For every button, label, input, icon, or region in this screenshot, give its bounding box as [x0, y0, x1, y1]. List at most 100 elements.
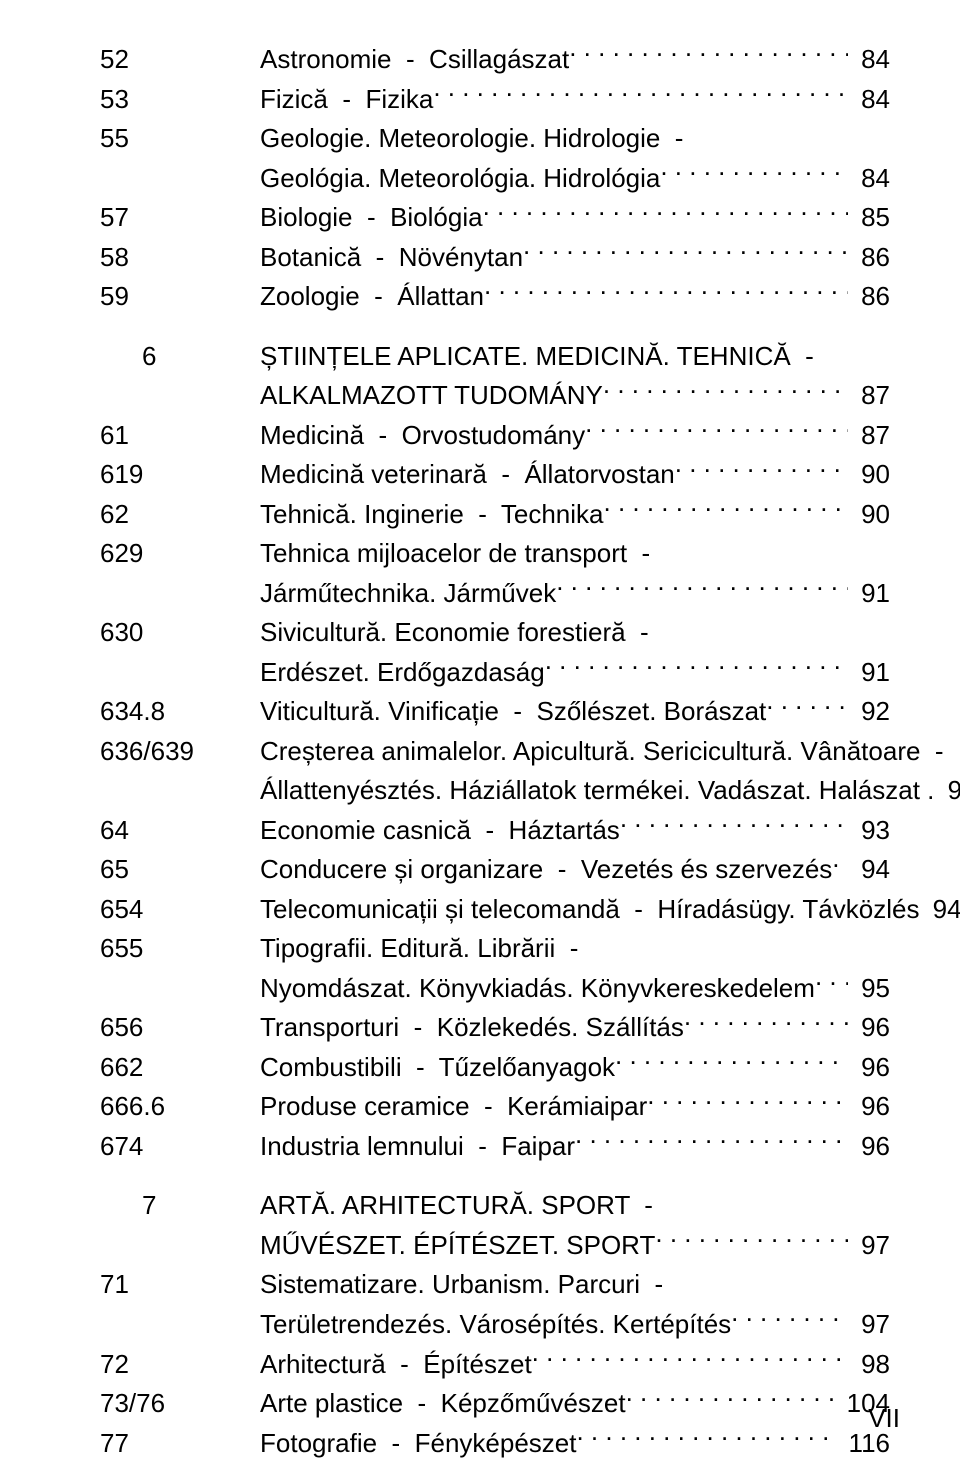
toc-code: 674: [100, 1127, 260, 1167]
toc-title: Arhitectură - Építészet: [260, 1345, 532, 1385]
dot-leader: [603, 378, 848, 404]
toc-title: Járműtechnika. Járművek: [260, 574, 556, 614]
toc-code: 77: [100, 1424, 260, 1464]
toc-row: 77Fotografie - Fényképészet 116: [100, 1424, 890, 1464]
dot-leader: [766, 694, 848, 720]
dot-leader: [647, 1089, 848, 1115]
toc-code: 619: [100, 455, 260, 495]
dot-leader: [626, 1386, 834, 1412]
toc-title: Tehnica mijloacelor de transport -: [260, 534, 650, 574]
toc-page-num: 85: [848, 198, 890, 238]
toc-row: 662Combustibili - Tűzelőanyagok 96: [100, 1048, 890, 1088]
toc-code: 57: [100, 198, 260, 238]
toc-row: 654Telecomunicații și telecomandă - Híra…: [100, 890, 890, 930]
toc-page-num: 91: [848, 653, 890, 693]
dot-leader: [532, 1347, 848, 1373]
toc-row: 64Economie casnică - Háztartás 93: [100, 811, 890, 851]
dot-leader: [615, 1050, 848, 1076]
toc-row: 7ARTĂ. ARHITECTURĂ. SPORT -: [100, 1186, 890, 1226]
toc-code: 654: [100, 890, 260, 930]
toc-page-num: 84: [848, 80, 890, 120]
toc-title: Economie casnică - Háztartás: [260, 811, 620, 851]
toc-page: 52Astronomie - Csillagászat 8453Fizică -…: [0, 0, 960, 1469]
toc-row: Nyomdászat. Könyvkiadás. Könyvkereskedel…: [100, 969, 890, 1009]
dot-leader: [675, 457, 848, 483]
toc-row: 71Sistematizare. Urbanism. Parcuri -: [100, 1265, 890, 1305]
toc-title: Creșterea animalelor. Apicultură. Serici…: [260, 732, 944, 772]
toc-page-num: 97: [848, 1226, 890, 1266]
toc-row: 630Sivicultură. Economie forestieră -: [100, 613, 890, 653]
toc-code: 58: [100, 238, 260, 278]
toc-code: 666.6: [100, 1087, 260, 1127]
toc-page-num: 95: [848, 969, 890, 1009]
dot-leader: [731, 1307, 848, 1333]
toc-code: 7: [100, 1186, 260, 1226]
toc-code: 662: [100, 1048, 260, 1088]
toc-page-num: 94: [848, 850, 890, 890]
toc-code: 636/639: [100, 732, 260, 772]
toc-page-num: 96: [848, 1087, 890, 1127]
toc-code: 656: [100, 1008, 260, 1048]
toc-title: Sivicultură. Economie forestieră -: [260, 613, 649, 653]
toc-title: Produse ceramice - Kerámiaipar: [260, 1087, 647, 1127]
toc-page-num: 84: [848, 40, 890, 80]
dot-leader: [556, 576, 848, 602]
toc-row: Állattenyésztés. Háziállatok termékei. V…: [100, 771, 890, 811]
toc-row: 65Conducere și organizare - Vezetés és s…: [100, 850, 890, 890]
dot-leader: [484, 279, 848, 305]
dot-leader: [576, 1426, 835, 1452]
toc-code: 62: [100, 495, 260, 535]
toc-page-num: 90: [848, 495, 890, 535]
toc-row: 52Astronomie - Csillagászat 84: [100, 40, 890, 80]
toc-title: Botanică - Növénytan: [260, 238, 523, 278]
toc-row: MŰVÉSZET. ÉPÍTÉSZET. SPORT 97: [100, 1226, 890, 1266]
toc-title: Tehnică. Inginerie - Technika: [260, 495, 604, 535]
dot-leader: [433, 82, 848, 108]
toc-title: Erdészet. Erdőgazdaság: [260, 653, 545, 693]
toc-title: Zoologie - Állattan: [260, 277, 484, 317]
toc-code: 73/76: [100, 1384, 260, 1424]
row-spacer: [100, 1166, 890, 1186]
toc-page-num: 96: [848, 1048, 890, 1088]
toc-page-num: 93: [848, 811, 890, 851]
toc-row: 629Tehnica mijloacelor de transport -: [100, 534, 890, 574]
toc-page-num: 84: [848, 159, 890, 199]
toc-title: Arte plastice - Képzőművészet: [260, 1384, 626, 1424]
toc-page-num: 92: [848, 692, 890, 732]
toc-row: Erdészet. Erdőgazdaság 91: [100, 653, 890, 693]
toc-row: Geológia. Meteorológia. Hidrológia 84: [100, 159, 890, 199]
toc-title: Fotografie - Fényképészet: [260, 1424, 576, 1464]
toc-page-num: 87: [848, 376, 890, 416]
toc-title: ȘTIINȚELE APLICATE. MEDICINĂ. TEHNICĂ -: [260, 337, 814, 377]
toc-page-num: 96: [848, 1127, 890, 1167]
toc-row: Területrendezés. Városépítés. Kertépítés…: [100, 1305, 890, 1345]
toc-page-num: 97: [848, 1305, 890, 1345]
toc-title: Astronomie - Csillagászat: [260, 40, 569, 80]
toc-title: Geológia. Meteorológia. Hidrológia: [260, 159, 660, 199]
toc-title: Medicină veterinară - Állatorvostan: [260, 455, 675, 495]
toc-code: 655: [100, 929, 260, 969]
toc-code: 55: [100, 119, 260, 159]
dot-leader: [545, 655, 848, 681]
toc-title: Területrendezés. Városépítés. Kertépítés: [260, 1305, 731, 1345]
toc-row: 634.8Viticultură. Vinificație - Szőlésze…: [100, 692, 890, 732]
toc-page-num: 91: [848, 574, 890, 614]
dot-leader: [585, 418, 848, 444]
toc-row: 619Medicină veterinară - Állatorvostan 9…: [100, 455, 890, 495]
toc-code: 6: [100, 337, 260, 377]
dot-leader: [575, 1129, 848, 1155]
dot-leader: [815, 971, 848, 997]
dot-leader: [569, 42, 848, 68]
toc-row: 55Geologie. Meteorologie. Hidrologie -: [100, 119, 890, 159]
toc-row: 62Tehnică. Inginerie - Technika 90: [100, 495, 890, 535]
dot-leader: [660, 161, 847, 187]
toc-code: 61: [100, 416, 260, 456]
toc-code: 72: [100, 1345, 260, 1385]
row-spacer: [100, 317, 890, 337]
toc-title: Transporturi - Közlekedés. Szállítás: [260, 1008, 684, 1048]
toc-code: 64: [100, 811, 260, 851]
page-number-footer: VII: [868, 1399, 900, 1439]
toc-row: Járműtechnika. Járművek 91: [100, 574, 890, 614]
toc-page-num: 94: [919, 890, 960, 930]
dot-leader: [832, 852, 848, 878]
